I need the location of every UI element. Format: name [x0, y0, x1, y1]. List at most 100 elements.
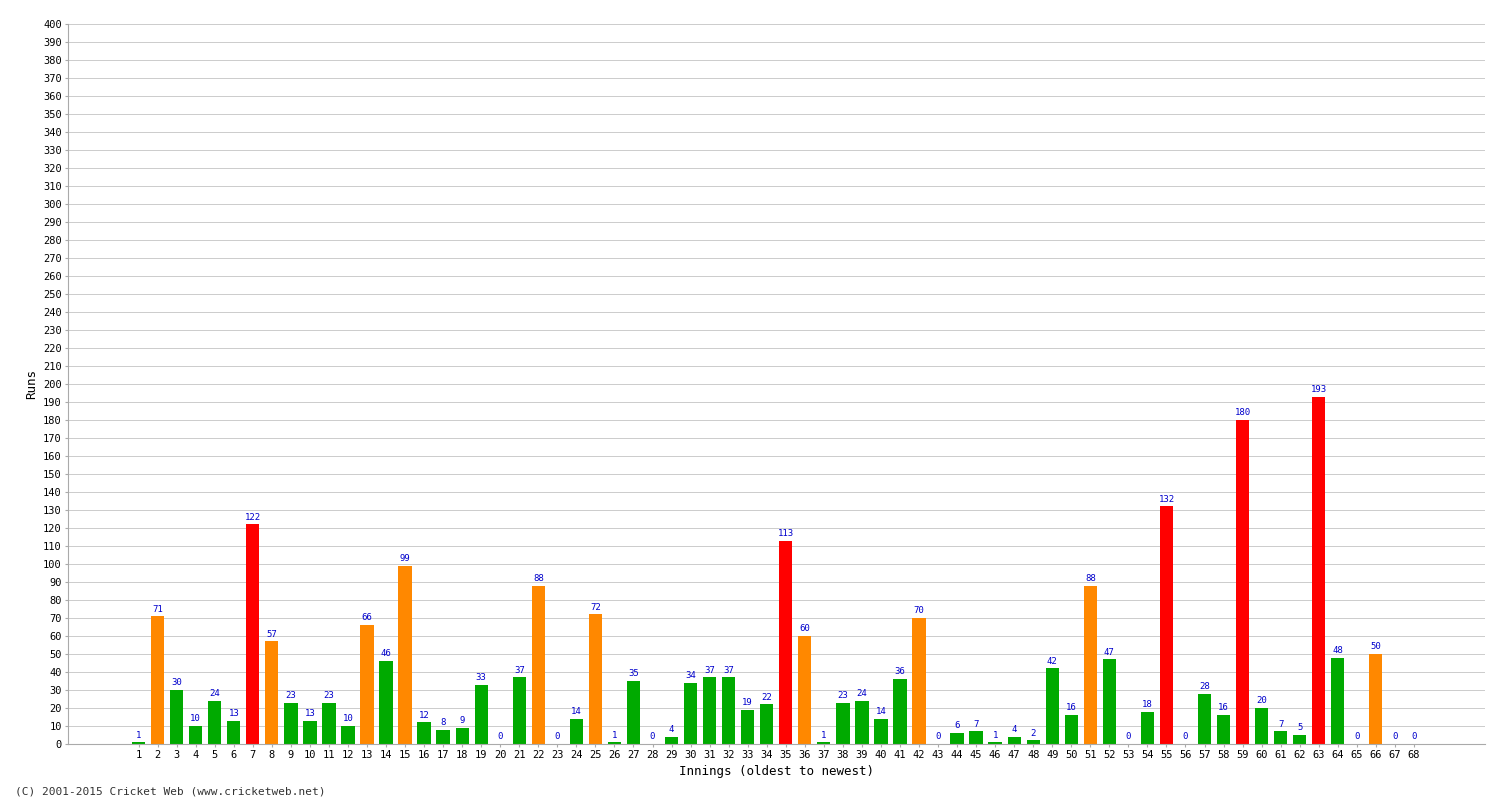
Text: 30: 30	[171, 678, 182, 687]
Text: 99: 99	[399, 554, 411, 563]
Text: 0: 0	[1184, 732, 1188, 742]
Text: 5: 5	[1298, 723, 1302, 732]
Text: 113: 113	[777, 529, 794, 538]
Text: 88: 88	[1084, 574, 1095, 583]
Bar	[246, 525, 259, 744]
Text: 66: 66	[362, 614, 372, 622]
Bar	[874, 718, 888, 744]
Bar	[1065, 715, 1078, 744]
Text: 23: 23	[837, 691, 848, 700]
Bar	[456, 728, 470, 744]
Text: 57: 57	[267, 630, 278, 638]
Text: 0: 0	[1125, 732, 1131, 742]
Text: 0: 0	[555, 732, 560, 742]
Bar	[1216, 715, 1230, 744]
Text: 71: 71	[153, 605, 164, 614]
Bar	[627, 681, 640, 744]
Text: 24: 24	[856, 689, 867, 698]
Text: 0: 0	[650, 732, 656, 742]
Text: 0: 0	[1392, 732, 1398, 742]
Bar	[303, 721, 316, 744]
Bar	[818, 742, 831, 744]
Bar	[531, 586, 544, 744]
Y-axis label: Runs: Runs	[24, 369, 38, 399]
Text: 10: 10	[342, 714, 354, 723]
Text: 16: 16	[1066, 703, 1077, 713]
Bar	[1312, 397, 1326, 744]
Text: 0: 0	[1354, 732, 1359, 742]
Bar	[474, 685, 488, 744]
Bar	[988, 742, 1002, 744]
Bar	[570, 718, 584, 744]
Text: 4: 4	[669, 725, 674, 734]
Text: 36: 36	[894, 667, 906, 677]
Bar	[590, 614, 602, 744]
Bar	[1370, 654, 1383, 744]
Text: 37: 37	[705, 666, 716, 674]
Text: 23: 23	[324, 691, 334, 700]
Bar	[760, 704, 774, 744]
Bar	[132, 742, 146, 744]
Bar	[342, 726, 354, 744]
Text: 10: 10	[190, 714, 201, 723]
Text: 37: 37	[723, 666, 734, 674]
Bar	[1008, 737, 1022, 744]
Bar	[1102, 659, 1116, 744]
Text: 2: 2	[1030, 729, 1036, 738]
Text: 6: 6	[954, 722, 960, 730]
Text: 9: 9	[459, 716, 465, 725]
Text: 47: 47	[1104, 648, 1114, 657]
Text: 0: 0	[936, 732, 940, 742]
Bar	[226, 721, 240, 744]
Bar	[778, 541, 792, 744]
Text: 12: 12	[419, 710, 429, 720]
Text: 14: 14	[876, 707, 886, 716]
Text: 33: 33	[476, 673, 486, 682]
Text: 1: 1	[612, 730, 616, 739]
Text: 34: 34	[686, 671, 696, 680]
Text: 0: 0	[498, 732, 502, 742]
Text: 24: 24	[210, 689, 220, 698]
Bar	[1142, 712, 1154, 744]
Bar	[1274, 731, 1287, 744]
Bar	[189, 726, 202, 744]
Bar	[1198, 694, 1210, 744]
Text: 14: 14	[572, 707, 582, 716]
Text: 70: 70	[914, 606, 924, 615]
Text: 122: 122	[244, 513, 261, 522]
Text: 13: 13	[304, 709, 315, 718]
Bar	[209, 701, 222, 744]
Text: 37: 37	[514, 666, 525, 674]
Text: 42: 42	[1047, 657, 1058, 666]
Bar	[380, 661, 393, 744]
Text: 1: 1	[993, 730, 998, 739]
Bar	[951, 733, 963, 744]
Bar	[170, 690, 183, 744]
Bar	[1256, 708, 1269, 744]
Bar	[836, 702, 849, 744]
Text: 8: 8	[441, 718, 446, 727]
Bar	[436, 730, 450, 744]
Bar	[1046, 668, 1059, 744]
Bar	[912, 618, 926, 744]
Text: 193: 193	[1311, 385, 1328, 394]
Text: 20: 20	[1257, 696, 1268, 706]
Bar	[704, 678, 717, 744]
Bar	[399, 566, 411, 744]
Text: 50: 50	[1371, 642, 1382, 651]
Text: 7: 7	[1278, 720, 1284, 729]
Bar	[741, 710, 754, 744]
Bar	[798, 636, 812, 744]
Bar	[855, 701, 868, 744]
Bar	[969, 731, 982, 744]
Bar	[417, 722, 430, 744]
Bar	[284, 702, 297, 744]
Bar	[1330, 658, 1344, 744]
Bar	[152, 616, 165, 744]
Text: 19: 19	[742, 698, 753, 707]
Text: 28: 28	[1198, 682, 1210, 691]
Bar	[608, 742, 621, 744]
Bar	[360, 626, 374, 744]
Text: 18: 18	[1142, 700, 1154, 709]
Text: 22: 22	[762, 693, 772, 702]
